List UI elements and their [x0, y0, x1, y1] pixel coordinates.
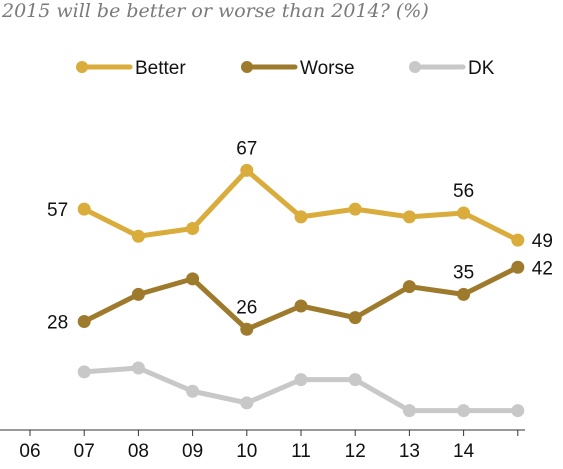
x-tick-label: 07: [74, 441, 95, 462]
point-better: [186, 222, 200, 235]
point-dk: [131, 361, 145, 375]
legend: Better Worse DK: [76, 58, 495, 79]
point-worse: [457, 287, 471, 301]
point-dk: [511, 404, 525, 418]
x-tick-label: 10: [236, 441, 257, 462]
point-dk: [77, 365, 91, 379]
point-dk: [186, 384, 200, 398]
point-better: [77, 202, 91, 216]
point-worse: [240, 322, 254, 336]
x-tick-label: 12: [345, 441, 366, 462]
x-tick-label: 14: [453, 441, 475, 462]
data-label: 26: [236, 297, 257, 318]
data-label: 28: [47, 313, 68, 334]
legend-label-2: DK: [468, 58, 495, 79]
legend-marker-1: [241, 61, 253, 73]
data-labels: 57 67 56 49 28 26 35 42: [47, 138, 553, 333]
x-axis-ticks: 06 07 08 09 10 11 12 13 14: [19, 430, 519, 462]
point-better: [402, 210, 416, 224]
data-label: 56: [453, 181, 474, 202]
point-better: [511, 233, 525, 247]
legend-marker-2: [409, 61, 421, 73]
legend-label-0: Better: [135, 58, 186, 79]
point-better: [240, 163, 254, 177]
point-better: [294, 210, 308, 224]
point-better: [348, 202, 362, 216]
x-tick-label: 13: [399, 441, 420, 462]
data-label: 35: [453, 262, 474, 283]
point-worse: [348, 311, 362, 325]
x-tick-label: 09: [182, 441, 203, 462]
point-worse: [131, 287, 145, 301]
point-dk: [457, 404, 471, 418]
point-dk: [402, 404, 416, 418]
data-label: 42: [532, 258, 553, 279]
point-worse: [402, 280, 416, 294]
point-worse: [186, 272, 200, 286]
chart-title: 2015 will be better or worse than 2014? …: [2, 0, 429, 22]
legend-marker-0: [76, 61, 88, 73]
point-dk: [348, 373, 362, 387]
data-label: 67: [236, 138, 257, 159]
data-label: 57: [47, 200, 68, 221]
x-tick-label: 08: [128, 441, 149, 462]
data-label: 49: [532, 231, 553, 252]
point-dk: [240, 396, 254, 410]
point-worse: [511, 260, 525, 274]
point-dk: [294, 373, 308, 387]
x-tick-label: 06: [19, 441, 40, 462]
x-tick-label: 11: [291, 441, 311, 462]
series-layer: [77, 163, 525, 418]
point-better: [457, 206, 471, 220]
point-worse: [77, 315, 91, 328]
point-better: [131, 229, 145, 243]
legend-label-1: Worse: [300, 58, 355, 79]
point-worse: [294, 299, 308, 313]
